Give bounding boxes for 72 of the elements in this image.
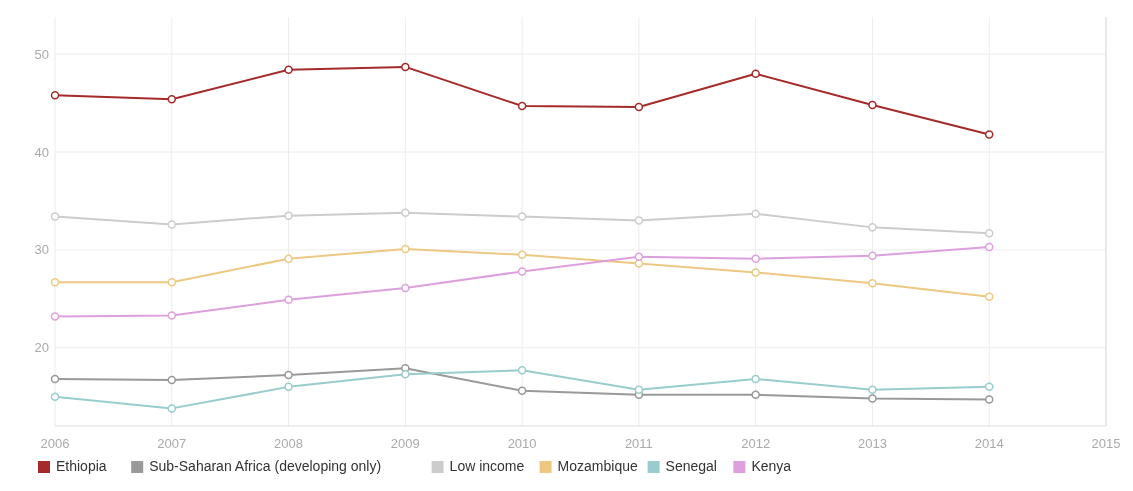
point	[167, 220, 177, 229]
y-tick-label: 20	[34, 340, 49, 356]
legend-label: Ethiopia	[56, 458, 107, 474]
point	[517, 250, 527, 260]
point	[284, 254, 293, 263]
point	[634, 385, 644, 395]
point	[984, 242, 994, 252]
point	[50, 374, 60, 384]
point	[284, 295, 293, 305]
legend-label: Mozambique	[557, 458, 638, 474]
point	[634, 216, 644, 225]
x-tick-label: 2011	[624, 436, 653, 451]
point	[634, 102, 644, 112]
point	[50, 277, 60, 287]
point	[868, 278, 877, 288]
point	[984, 395, 994, 404]
point	[751, 390, 760, 399]
legend-label: Low income	[449, 458, 525, 474]
x-tick-label: 2012	[741, 436, 771, 451]
x-tick-label: 2008	[274, 436, 304, 451]
y-tick-label: 40	[34, 144, 49, 160]
point	[517, 267, 527, 276]
y-tick-label: 30	[34, 242, 49, 258]
point	[517, 101, 527, 111]
point	[517, 212, 527, 221]
point	[751, 69, 760, 78]
point	[984, 130, 994, 139]
point	[517, 386, 527, 396]
point	[751, 374, 760, 384]
point	[284, 65, 293, 75]
point	[50, 91, 60, 100]
point	[751, 209, 760, 218]
x-tick-label: 2013	[857, 436, 887, 451]
point	[401, 208, 410, 217]
point	[868, 394, 877, 403]
x-tick-label: 2014	[974, 436, 1004, 451]
point	[401, 244, 410, 254]
x-tick-label: 2007	[157, 436, 187, 451]
point	[284, 382, 293, 392]
point	[401, 283, 410, 293]
point	[984, 228, 994, 238]
point	[868, 251, 877, 260]
point	[868, 223, 877, 232]
point	[167, 94, 177, 104]
point	[751, 254, 760, 263]
x-tick-label: 2010	[507, 436, 537, 451]
point	[634, 259, 644, 268]
point	[751, 268, 760, 277]
x-tick-label: 2015	[1091, 436, 1121, 451]
point	[50, 312, 60, 321]
legend-label: Kenya	[751, 458, 792, 474]
point	[284, 211, 293, 220]
point	[634, 252, 644, 261]
point	[984, 382, 994, 392]
point	[868, 385, 877, 395]
point	[401, 369, 410, 379]
point	[167, 277, 177, 287]
point	[284, 370, 293, 380]
legend-label: Sub-Saharan Africa (developing only)	[149, 458, 382, 474]
point	[401, 62, 410, 72]
point	[984, 292, 994, 302]
point	[167, 311, 177, 320]
point	[50, 392, 60, 401]
point	[868, 100, 877, 110]
point	[50, 212, 60, 221]
x-tick-label: 2006	[40, 436, 70, 451]
legend-label: Senegal	[665, 458, 717, 474]
y-tick-label: 50	[34, 46, 49, 62]
point	[517, 365, 527, 375]
point	[167, 375, 177, 385]
point	[167, 404, 177, 413]
x-tick-label: 2009	[390, 436, 420, 451]
